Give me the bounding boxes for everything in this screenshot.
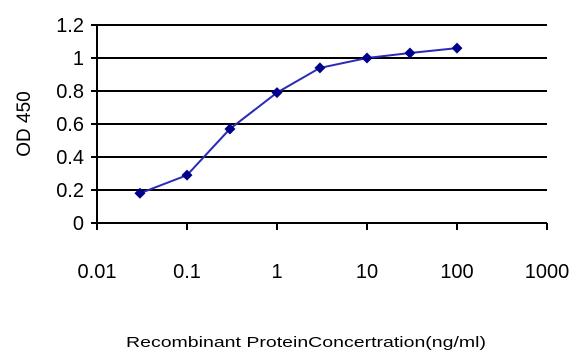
data-point [271, 87, 283, 99]
x-tick-label: 1000 [525, 261, 570, 283]
gridlines [97, 24, 547, 191]
x-axis-title: Recombinant ProteinConcertration(ng/ml) [126, 334, 486, 351]
y-tick-label: 0.4 [56, 147, 84, 169]
y-tick-label: 0.6 [56, 114, 84, 136]
x-tick-label: 100 [440, 261, 473, 283]
y-tick-label: 0.2 [56, 180, 84, 202]
y-tick-label: 1.2 [56, 15, 84, 37]
x-tick-labels: 0.01 0.1 1 10 100 1000 [78, 261, 570, 283]
data-point [134, 187, 146, 199]
y-tick-labels: 0 0.2 0.4 0.6 0.8 1 1.2 [56, 15, 84, 235]
x-tick-label: 0.1 [173, 261, 201, 283]
data-point [361, 52, 373, 64]
data-point [404, 47, 416, 59]
data-point [181, 169, 193, 181]
y-axis-title: OD 450 [14, 91, 35, 156]
x-tick-label: 1 [271, 261, 282, 283]
axes [91, 24, 548, 230]
series-line [139, 47, 458, 195]
y-tick-label: 0 [73, 213, 84, 235]
data-point [451, 42, 463, 54]
x-tick-label: 0.01 [78, 261, 117, 283]
data-point [314, 62, 326, 74]
series-group [134, 42, 463, 199]
y-tick-label: 1 [73, 48, 84, 70]
y-tick-label: 0.8 [56, 81, 84, 103]
data-point [224, 123, 236, 135]
x-tick-label: 10 [356, 261, 378, 283]
